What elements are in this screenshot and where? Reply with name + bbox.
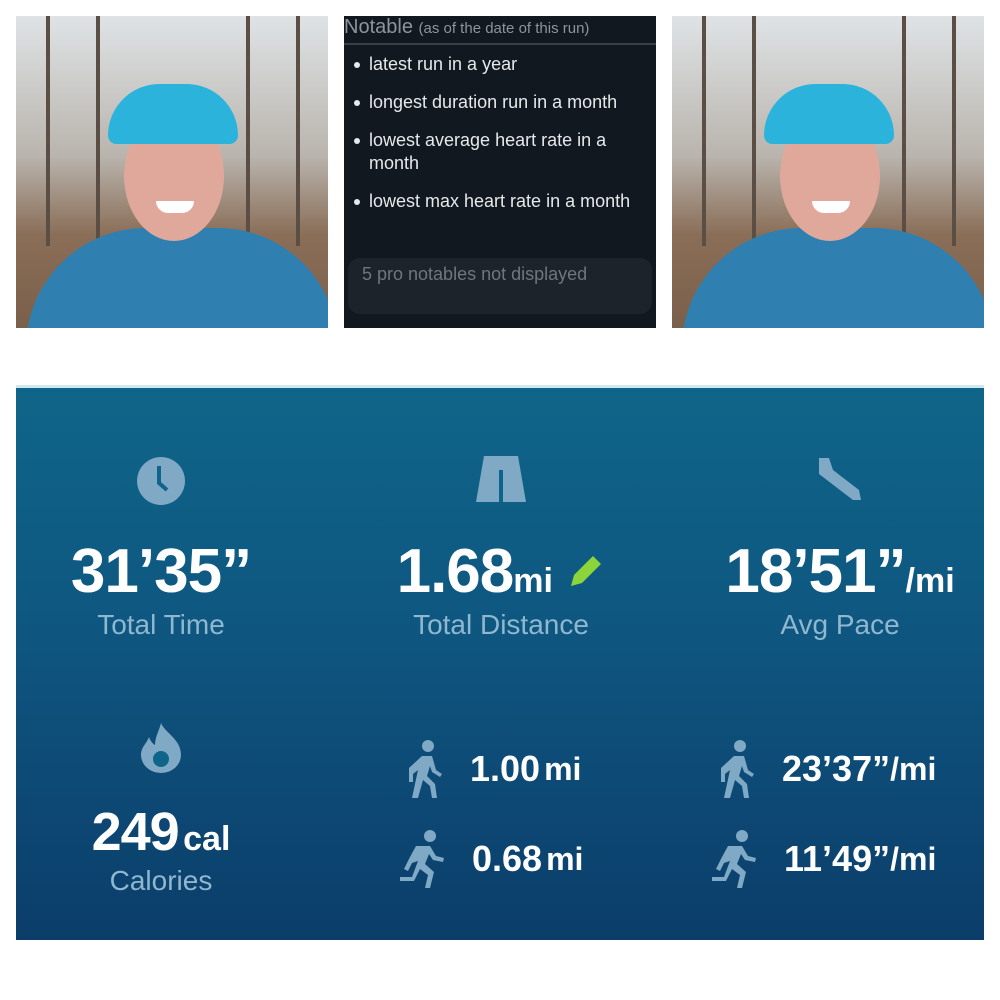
- total-distance-label: Total Distance: [413, 609, 589, 640]
- total-distance-stat: 1.68mi Total Distance: [356, 456, 646, 641]
- walk-distance-row: 1.00 mi: [408, 740, 581, 798]
- pencil-icon[interactable]: [565, 552, 605, 592]
- run-pace-row: 11’49”/mi: [712, 830, 936, 888]
- notable-title: Notable (as of the date of this run): [344, 16, 656, 45]
- list-item: latest run in a year: [354, 53, 652, 76]
- pro-notables-message[interactable]: 5 pro notables not displayed: [348, 258, 652, 314]
- selfie-photo-right: [672, 16, 984, 328]
- avg-pace-stat: 18’51”/mi Avg Pace: [696, 456, 984, 641]
- notable-panel: Notable (as of the date of this run) lat…: [344, 16, 656, 328]
- notable-list: latest run in a year longest duration ru…: [344, 45, 656, 213]
- divider: [16, 385, 984, 389]
- list-item: lowest average heart rate in a month: [354, 129, 652, 175]
- total-time-value: 31’35”: [70, 537, 252, 606]
- running-icon: [400, 830, 444, 888]
- walking-icon: [721, 740, 754, 798]
- walking-icon: [409, 740, 442, 798]
- calories-value: 249: [91, 802, 180, 862]
- total-time-stat: 31’35” Total Time: [16, 456, 306, 641]
- flame-icon: [141, 723, 181, 773]
- workout-stats-panel: 31’35” Total Time 1.68mi Total Distance …: [16, 388, 984, 940]
- avg-pace-label: Avg Pace: [780, 609, 900, 640]
- list-item: longest duration run in a month: [354, 91, 652, 114]
- total-distance-value: 1.68: [396, 537, 515, 606]
- calories-unit: cal: [183, 820, 231, 858]
- avg-pace-value: 18’51”: [725, 537, 906, 606]
- walk-pace-row: 23’37”/mi: [720, 740, 936, 798]
- running-icon: [712, 830, 756, 888]
- list-item: lowest max heart rate in a month: [354, 190, 652, 213]
- calories-stat: 249 cal Calories: [16, 723, 306, 897]
- road-icon: [476, 456, 526, 502]
- clock-icon: [137, 457, 185, 505]
- total-time-label: Total Time: [97, 609, 225, 640]
- calories-label: Calories: [109, 865, 213, 896]
- run-distance-row: 0.68 mi: [400, 830, 583, 888]
- selfie-photo-left: [16, 16, 328, 328]
- pace-unit: /mi: [905, 562, 955, 600]
- distance-unit: mi: [513, 562, 553, 600]
- shoe-icon: [819, 458, 861, 500]
